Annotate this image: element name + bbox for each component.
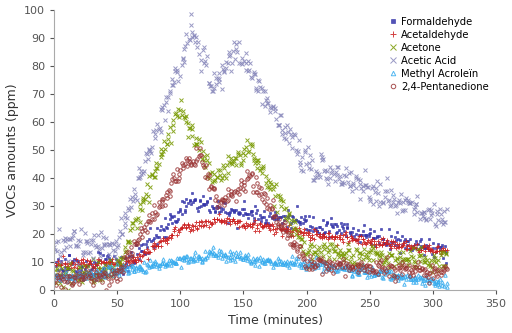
Acetaldehyde (247, 222, 253, 226)
2,4-Pentanedione (247, 173, 253, 177)
Formaldehyde (429, 252, 435, 256)
Acetone (228, 157, 234, 161)
2,4-Pentanedione (228, 192, 234, 196)
Acetaldehyde (429, 248, 435, 252)
Acetic Acid (64, 237, 70, 241)
Line: Formaldehyde: Formaldehyde (52, 192, 448, 281)
Acetaldehyde (51, 261, 57, 265)
2,4-Pentanedione (103, 288, 109, 292)
Acetone (429, 265, 435, 269)
2,4-Pentanedione (184, 165, 190, 168)
Acetic Acid (51, 245, 57, 249)
Acetic Acid (428, 208, 434, 212)
Acetone (443, 252, 450, 256)
Line: Acetic Acid: Acetic Acid (52, 11, 450, 266)
Acetic Acid (75, 262, 81, 266)
Acetaldehyde (183, 225, 189, 229)
2,4-Pentanedione (197, 146, 203, 150)
Acetaldehyde (444, 248, 450, 252)
Acetic Acid (247, 61, 253, 65)
Line: 2,4-Pentanedione: 2,4-Pentanedione (52, 146, 449, 292)
Formaldehyde (65, 267, 71, 271)
Methyl Acroleïn (444, 285, 450, 289)
Acetone (51, 273, 57, 277)
Formaldehyde (189, 191, 195, 195)
Acetaldehyde (377, 242, 383, 246)
Acetic Acid (183, 32, 189, 36)
Formaldehyde (228, 206, 234, 210)
Methyl Acroleïn (65, 276, 71, 280)
Acetic Acid (228, 69, 234, 73)
2,4-Pentanedione (443, 266, 450, 270)
2,4-Pentanedione (429, 263, 435, 267)
Formaldehyde (376, 234, 382, 238)
Line: Acetone: Acetone (51, 97, 449, 292)
Formaldehyde (79, 278, 86, 282)
Acetone (65, 288, 71, 292)
Acetic Acid (444, 207, 450, 211)
Methyl Acroleïn (227, 249, 233, 253)
Acetone (247, 142, 253, 146)
Acetone (185, 121, 191, 125)
Methyl Acroleïn (245, 256, 251, 260)
Acetone (178, 98, 184, 102)
Y-axis label: VOCs amounts (ppm): VOCs amounts (ppm) (6, 83, 18, 216)
Acetaldehyde (114, 267, 120, 271)
2,4-Pentanedione (376, 264, 382, 268)
Acetaldehyde (216, 212, 222, 216)
Methyl Acroleïn (376, 269, 382, 273)
2,4-Pentanedione (63, 280, 70, 284)
Methyl Acroleïn (50, 277, 56, 281)
Formaldehyde (50, 271, 56, 275)
Legend: Formaldehyde, Acetaldehyde, Acetone, Acetic Acid, Methyl Acroleïn, 2,4-Pentanedi: Formaldehyde, Acetaldehyde, Acetone, Ace… (386, 15, 491, 94)
2,4-Pentanedione (51, 280, 57, 284)
Methyl Acroleïn (183, 257, 189, 261)
Acetic Acid (376, 204, 382, 208)
Line: Acetaldehyde: Acetaldehyde (52, 212, 450, 271)
Methyl Acroleïn (428, 276, 434, 280)
X-axis label: Time (minutes): Time (minutes) (227, 314, 323, 327)
Formaldehyde (183, 204, 189, 208)
Acetaldehyde (65, 261, 71, 265)
Acetone (65, 265, 71, 269)
Formaldehyde (443, 261, 450, 265)
Methyl Acroleïn (209, 245, 216, 249)
Acetaldehyde (229, 219, 235, 223)
Acetic Acid (188, 12, 194, 16)
Line: Methyl Acroleïn: Methyl Acroleïn (52, 245, 449, 289)
Formaldehyde (248, 210, 254, 214)
Acetone (376, 258, 382, 262)
